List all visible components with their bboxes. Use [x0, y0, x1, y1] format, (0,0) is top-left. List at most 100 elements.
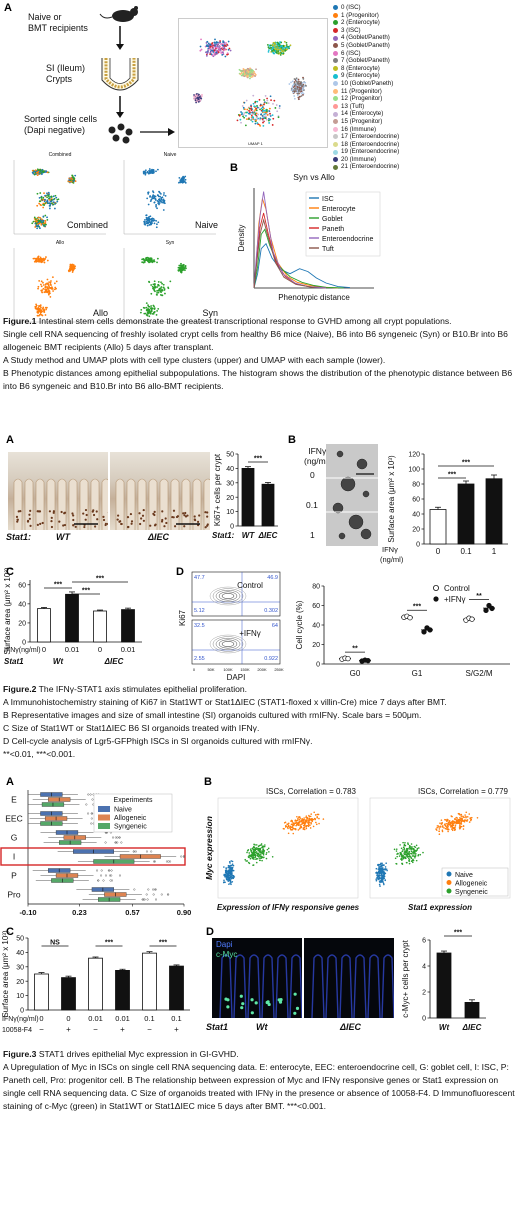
scatter-point [400, 858, 402, 860]
umap-point [223, 49, 225, 52]
umap-point [161, 201, 164, 204]
umap-point [265, 102, 268, 104]
umap-point [156, 292, 158, 294]
scatter-point [291, 828, 294, 831]
y-tick-label: 20 [16, 979, 24, 986]
umap-point [44, 283, 47, 286]
scatter-point [385, 862, 387, 865]
scatter-point [449, 822, 452, 825]
umap-point [157, 281, 160, 283]
crypt-icon [101, 58, 139, 91]
crypt-outline [367, 954, 381, 1018]
umap-point [36, 227, 39, 230]
umap-point [293, 85, 296, 88]
cluster-label: 4 (Goblet/Paneth) [341, 34, 390, 42]
ki67-nucleus [183, 525, 186, 528]
umap-point [251, 120, 254, 123]
umap-point [48, 202, 51, 205]
flow-step3: Sorted single cells (Dapi negative) [24, 114, 98, 135]
villus-outline [46, 478, 56, 530]
scatter-point [437, 825, 440, 827]
ki67-nucleus [84, 518, 87, 521]
umap-point [296, 86, 299, 88]
umap-point [199, 49, 202, 52]
umap-point [151, 285, 154, 288]
y-tick-label: 0 [422, 1016, 426, 1023]
umap-point [266, 99, 269, 102]
legend-label: ISC [322, 196, 334, 203]
umap-point [42, 306, 45, 309]
cmyc-positive-cell [241, 1002, 245, 1006]
umap-point [35, 222, 38, 225]
umap-point [256, 105, 258, 107]
umap-point [285, 44, 288, 46]
cluster-legend-item: 7 (Goblet/Paneth) [333, 57, 463, 65]
ki67-nucleus [117, 514, 120, 517]
cmyc-positive-cell [295, 1006, 300, 1011]
legend-label: Tuft [322, 246, 334, 253]
umap-point [184, 175, 187, 178]
umap-point [44, 202, 47, 204]
outlier [150, 850, 153, 853]
umap-point [276, 110, 279, 113]
dapi-label: Dapi [216, 940, 233, 949]
fig2-panel-c-label: C [6, 566, 14, 578]
scatter-point [248, 854, 250, 857]
umap-point [205, 54, 208, 57]
scatter-point [441, 829, 444, 831]
scatter-point [228, 883, 230, 885]
fig1b-density-chart: Syn vs Allo Density Phenotypic distance ISC… [237, 172, 381, 302]
gate-value: 0.922 [264, 656, 278, 662]
bar [436, 952, 452, 1019]
scatter-point [223, 866, 225, 868]
umap-point [71, 178, 74, 181]
umap-point [297, 96, 300, 99]
scatter-point [419, 853, 422, 856]
ki67-nucleus [16, 520, 19, 523]
umap-point [153, 307, 156, 310]
umap-point [152, 194, 155, 197]
sig-label: *** [96, 576, 104, 583]
umap-point [279, 54, 282, 56]
density-line [253, 218, 315, 289]
scatter-point [253, 850, 255, 853]
scatter-point [382, 874, 384, 877]
cluster-color-dot [333, 5, 338, 11]
outlier [165, 860, 168, 863]
scatter-point [446, 822, 448, 825]
umap-point [156, 261, 158, 264]
scatter-point [231, 871, 233, 874]
cluster-label: 12 (Progenitor) [341, 95, 383, 103]
umap-point [143, 220, 146, 223]
umap-point [40, 173, 43, 176]
umap-point [46, 216, 48, 219]
ki67-nucleus [102, 515, 105, 518]
cluster-label: 18 (Enteroendocrine) [341, 140, 400, 148]
cmyc-positive-cell [266, 1000, 270, 1004]
ki67-nucleus [16, 518, 19, 521]
umap-point [271, 114, 274, 116]
umap-point [36, 171, 38, 174]
ki67-nucleus [206, 524, 209, 527]
umap-point [178, 269, 181, 271]
ki67-nucleus [116, 518, 119, 521]
scatter-point [312, 825, 315, 828]
ki67-nucleus [186, 514, 189, 517]
scatter-point [468, 813, 471, 815]
scatter-point [294, 828, 297, 830]
gate-value: 46.9 [267, 575, 278, 581]
umap-point [266, 43, 269, 46]
scatter-point [299, 823, 301, 826]
umap-point [37, 310, 40, 313]
sig-label: *** [413, 604, 421, 611]
scatter-point [441, 821, 443, 824]
umap-point [42, 219, 45, 222]
scatter-point [407, 853, 409, 855]
umap-point [288, 45, 291, 48]
umap-sample-title: Naive [163, 152, 177, 158]
ki67-nucleus [95, 510, 98, 513]
fig2b-dose-0.1: 0.1 [306, 500, 318, 510]
umap-point [146, 314, 149, 317]
umap-point [263, 99, 266, 101]
umap-point [266, 110, 268, 113]
